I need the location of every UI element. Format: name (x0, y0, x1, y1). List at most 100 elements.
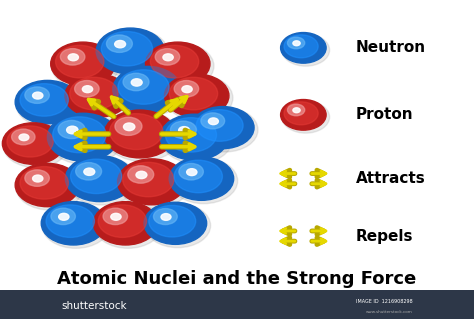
Circle shape (155, 48, 180, 65)
Text: www.shutterstock.com: www.shutterstock.com (365, 310, 412, 314)
Circle shape (109, 114, 163, 150)
Circle shape (65, 156, 134, 202)
Circle shape (16, 165, 83, 210)
Circle shape (104, 110, 175, 158)
Circle shape (282, 34, 329, 66)
Circle shape (70, 77, 118, 110)
Circle shape (103, 208, 128, 225)
Circle shape (66, 126, 78, 134)
Circle shape (41, 202, 106, 245)
Circle shape (71, 159, 122, 194)
Circle shape (113, 66, 181, 112)
Circle shape (65, 74, 129, 117)
Circle shape (209, 118, 219, 125)
Circle shape (105, 111, 180, 161)
Circle shape (128, 166, 154, 183)
Circle shape (20, 84, 68, 116)
Circle shape (15, 80, 80, 124)
Text: shutterstock: shutterstock (62, 301, 127, 311)
Text: Repels: Repels (356, 228, 413, 244)
Circle shape (94, 203, 162, 248)
Circle shape (174, 80, 199, 97)
Circle shape (101, 32, 153, 66)
Circle shape (160, 114, 228, 160)
Circle shape (118, 160, 190, 208)
Circle shape (163, 54, 173, 61)
Circle shape (282, 101, 329, 133)
Circle shape (161, 214, 171, 220)
Circle shape (191, 107, 254, 149)
Circle shape (59, 213, 69, 220)
Circle shape (66, 157, 138, 205)
Circle shape (187, 169, 197, 175)
Circle shape (7, 126, 53, 157)
Text: Attracts: Attracts (356, 171, 425, 186)
Circle shape (25, 87, 49, 103)
Circle shape (293, 108, 300, 113)
Circle shape (165, 75, 233, 121)
Circle shape (149, 205, 196, 237)
Text: Neutron: Neutron (356, 40, 426, 56)
Circle shape (58, 121, 85, 138)
Circle shape (164, 74, 229, 117)
Circle shape (93, 202, 158, 245)
Circle shape (146, 42, 210, 85)
Circle shape (118, 159, 186, 205)
Circle shape (107, 35, 132, 52)
Circle shape (19, 134, 29, 141)
Circle shape (66, 75, 133, 121)
Text: Proton: Proton (356, 107, 413, 122)
Circle shape (293, 41, 300, 46)
Circle shape (201, 113, 225, 129)
Circle shape (146, 43, 214, 89)
Circle shape (2, 123, 64, 164)
Circle shape (118, 70, 169, 104)
Circle shape (98, 205, 146, 237)
Circle shape (97, 29, 169, 78)
Circle shape (115, 41, 126, 48)
Circle shape (51, 208, 75, 225)
Circle shape (169, 157, 234, 200)
Circle shape (74, 80, 99, 97)
Circle shape (52, 43, 119, 89)
Circle shape (145, 204, 210, 248)
Circle shape (154, 209, 177, 225)
Circle shape (284, 35, 318, 58)
Text: Atomic Nuclei and the Strong Force: Atomic Nuclei and the Strong Force (57, 270, 417, 288)
Circle shape (123, 123, 135, 131)
Circle shape (196, 110, 243, 141)
Circle shape (174, 160, 222, 193)
Circle shape (53, 117, 106, 153)
Circle shape (82, 86, 92, 93)
Circle shape (48, 114, 123, 165)
Circle shape (111, 213, 121, 220)
Circle shape (68, 54, 78, 61)
Circle shape (150, 45, 199, 78)
Circle shape (3, 124, 68, 167)
Text: IMAGE ID  1216908298: IMAGE ID 1216908298 (356, 299, 412, 304)
Circle shape (33, 92, 43, 99)
Circle shape (131, 79, 142, 86)
Circle shape (84, 168, 95, 175)
Circle shape (46, 205, 94, 237)
Circle shape (287, 37, 305, 49)
Circle shape (20, 167, 68, 199)
Circle shape (169, 77, 218, 110)
Circle shape (284, 102, 318, 125)
Circle shape (123, 162, 174, 197)
Circle shape (16, 82, 83, 127)
Circle shape (60, 48, 85, 65)
Circle shape (76, 163, 101, 180)
Circle shape (281, 33, 326, 63)
Circle shape (15, 163, 80, 207)
Bar (0, 290, 474, 319)
Circle shape (171, 121, 196, 138)
Circle shape (113, 67, 185, 116)
Circle shape (170, 158, 237, 204)
Circle shape (287, 104, 305, 116)
Circle shape (11, 129, 35, 145)
Circle shape (42, 203, 109, 248)
Circle shape (281, 100, 326, 130)
Circle shape (115, 117, 142, 136)
Circle shape (123, 73, 149, 91)
